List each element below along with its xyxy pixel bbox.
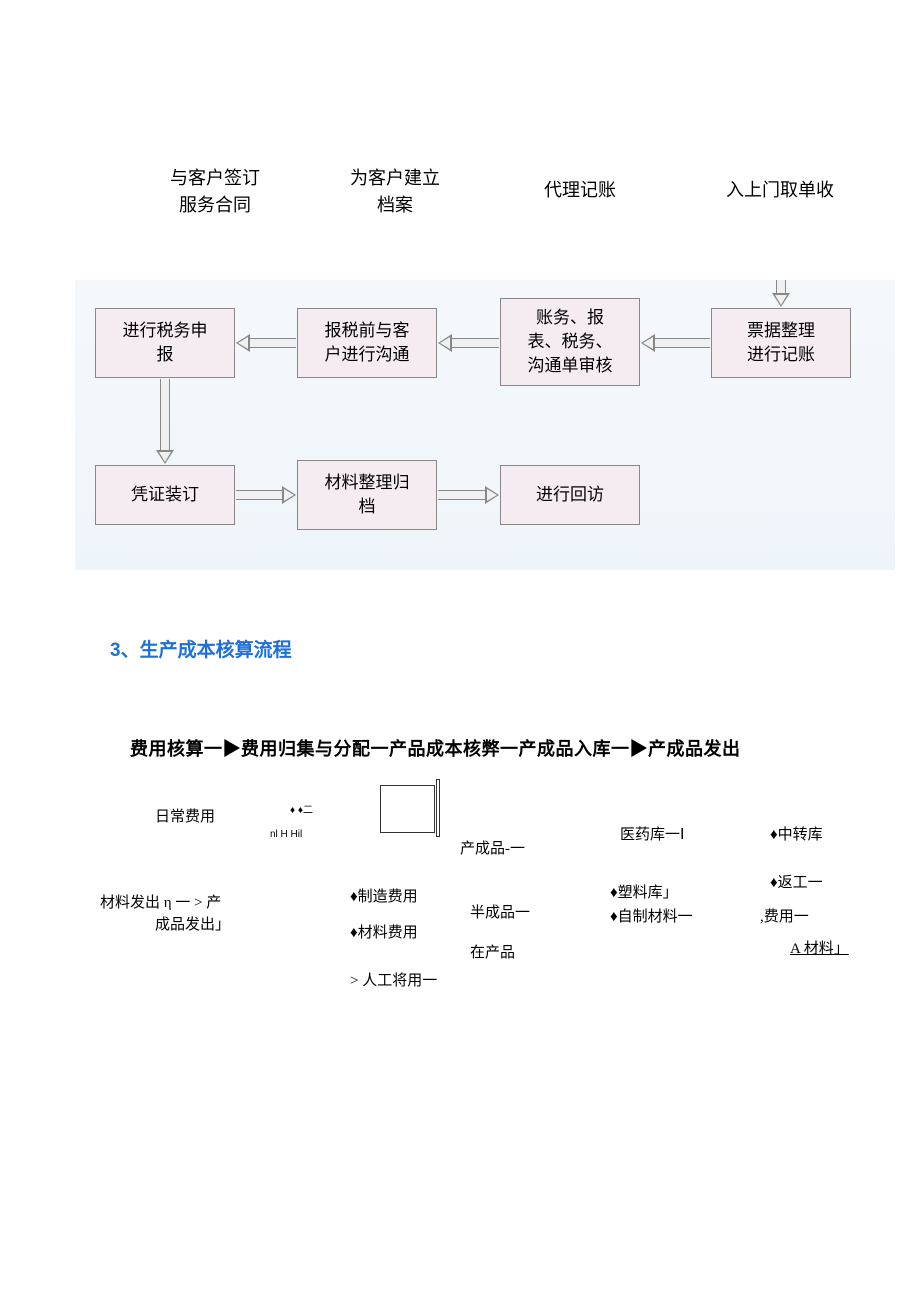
top-step-2: 代理记账: [530, 165, 630, 204]
top-step-0: 与客户签订服务合同: [150, 165, 280, 219]
cost-label-6: 材料发出 η 一 > 产: [100, 891, 221, 912]
cost-label-4: 医药库一Ⅰ: [620, 823, 684, 844]
cost-label-7: 成品发出」: [155, 913, 230, 934]
cost-label-5: ♦中转库: [770, 823, 823, 844]
arrow-h-2: [641, 337, 710, 349]
cost-label-0: 日常费用: [155, 805, 215, 826]
flow-box-b4: 票据整理进行记账: [711, 308, 851, 378]
flow-box-b6: 材料整理归档: [297, 460, 437, 530]
cost-label-12: ♦返工一: [770, 871, 823, 892]
cost-rect-1: [436, 779, 440, 837]
cost-rect-0: [380, 785, 435, 833]
flow-box-b3: 账务、报表、税务、沟通单审核: [500, 298, 640, 386]
top-step-1: 为客户建立档案: [330, 165, 460, 219]
cost-label-2: nl H Hil: [270, 829, 302, 840]
arrow-h-1: [438, 337, 499, 349]
top-step-line1: 入上门取单收: [700, 177, 860, 204]
flow-box-b5: 凭证装订: [95, 465, 235, 525]
heading-text: 生产成本核算流程: [140, 640, 292, 661]
arrow-h-4: [438, 489, 499, 501]
top-step-3: 入上门取单收: [700, 165, 860, 204]
cost-label-15: 在产品: [470, 941, 515, 962]
flow-box-b1: 进行税务申报: [95, 308, 235, 378]
top-step-line1: 代理记账: [530, 177, 630, 204]
arrow-h-0: [236, 337, 296, 349]
cost-label-16: A 材料」: [790, 937, 849, 958]
cost-label-1: ♦ ♦二: [290, 801, 313, 816]
cost-diagram-region: 日常费用 ♦ ♦二 nl H Hil 产成品-一 医药库一Ⅰ ♦中转库材料发出 η 一 >…: [100, 785, 890, 1005]
arrow-h-3: [236, 489, 296, 501]
top-step-line2: 服务合同: [150, 192, 280, 219]
top-step-line2: 档案: [330, 192, 460, 219]
arrow-v-0: [159, 379, 171, 464]
cost-label-3: 产成品-一: [460, 837, 525, 858]
heading-number: 3: [110, 640, 121, 661]
arrow-v-1: [775, 280, 787, 307]
cost-flow-line: 费用核算一▶费用归集与分配一产品成本核弊一产成品入库一▶产成品发出: [130, 735, 870, 761]
cost-label-17: > 人工将用一: [350, 969, 437, 990]
section-heading-3: 3、生产成本核算流程: [110, 635, 292, 662]
cost-label-14: ♦材料费用: [350, 921, 418, 942]
top-step-line1: 为客户建立: [330, 165, 460, 192]
flow-box-b2: 报税前与客户进行沟通: [297, 308, 437, 378]
cost-label-8: ♦制造费用: [350, 885, 418, 906]
heading-sep: 、: [121, 640, 140, 661]
top-step-line1: 与客户签订: [150, 165, 280, 192]
flow-box-b7: 进行回访: [500, 465, 640, 525]
cost-label-13: ,费用一: [760, 905, 809, 926]
flowchart-region: 进行税务申报报税前与客户进行沟通账务、报表、税务、沟通单审核 票据整理进行记账凭证…: [75, 280, 895, 570]
cost-label-10: ♦塑料库」: [610, 881, 678, 902]
cost-label-9: 半成品一: [470, 901, 530, 922]
cost-label-11: ♦自制材料一: [610, 905, 693, 926]
